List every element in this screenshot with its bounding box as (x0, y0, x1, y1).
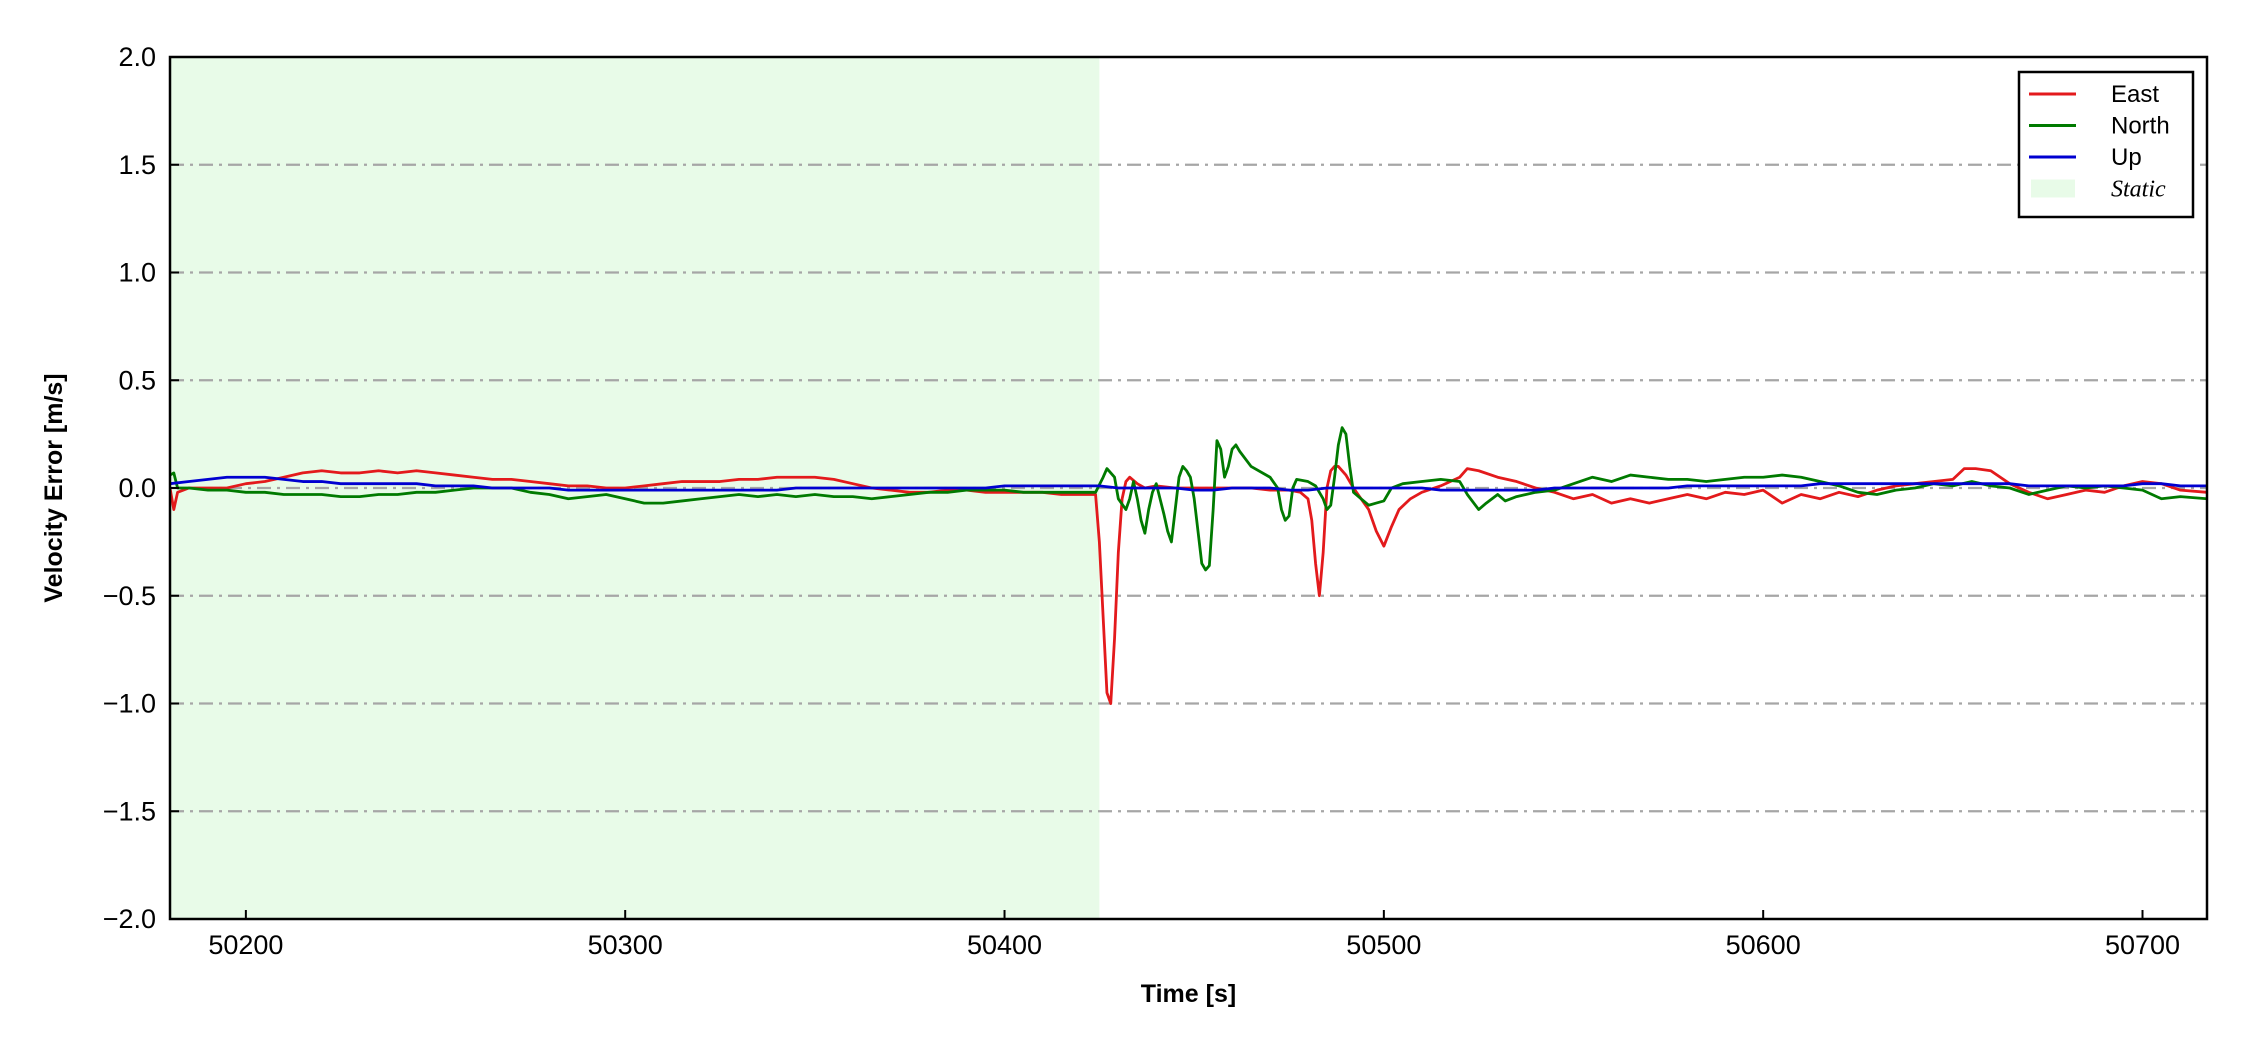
y-tick-label: 0.5 (118, 365, 156, 395)
y-tick-label: 0.0 (118, 473, 156, 503)
series-line-north (170, 426, 2207, 572)
x-tick-label: 50600 (1726, 930, 1801, 960)
y-tick-label: −0.5 (103, 581, 156, 611)
y-tick-label: −1.0 (103, 689, 156, 719)
x-tick-label: 50200 (208, 930, 283, 960)
y-tick-label: −1.5 (103, 796, 156, 826)
y-tick-label: 2.0 (118, 42, 156, 72)
x-axis-label: Time [s] (1141, 980, 1236, 1008)
legend: East North Up Static (2017, 70, 2195, 219)
legend-label-static: Static (2111, 177, 2166, 203)
y-axis-label: Velocity Error [m/s] (40, 373, 68, 602)
legend-swatch-static (2031, 179, 2075, 198)
ticks-layer: 50200 50300 50400 50500 50600 50700 −2.0 −1.5 −1… (103, 42, 2180, 960)
x-tick-label: 50700 (2105, 930, 2180, 960)
x-tick-label: 50500 (1346, 930, 1421, 960)
y-tick-label: 1.0 (118, 258, 156, 288)
series-line-up (170, 475, 2207, 492)
legend-label-north: North (2111, 113, 2170, 140)
y-tick-label: −2.0 (103, 904, 156, 934)
x-tick-label: 50400 (967, 930, 1042, 960)
y-tick-label: 1.5 (118, 150, 156, 180)
x-tick-label: 50300 (588, 930, 663, 960)
legend-label-east: East (2111, 81, 2159, 108)
series-layer (170, 426, 2207, 705)
legend-label-up: Up (2111, 144, 2142, 171)
